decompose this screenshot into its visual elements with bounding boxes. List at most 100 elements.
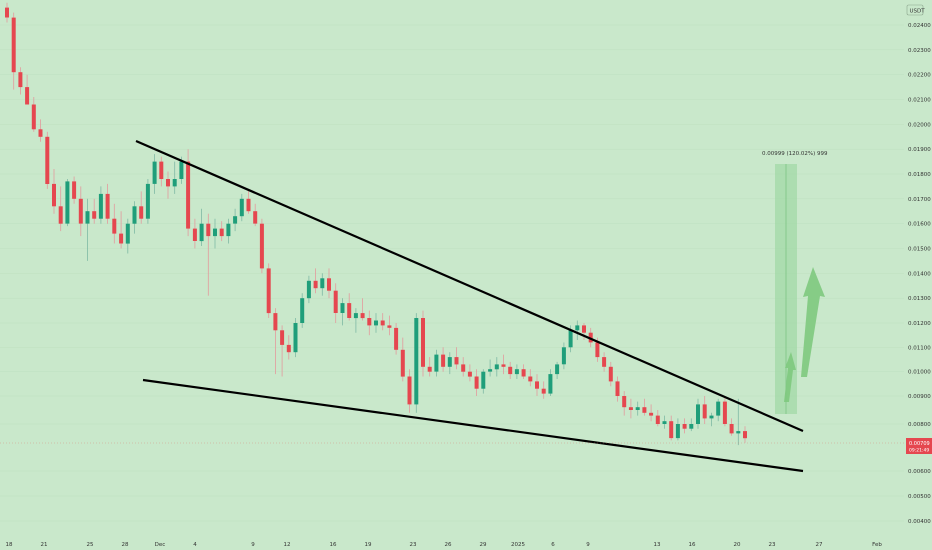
candle: [367, 310, 372, 336]
current-price-value: 0.00709: [909, 441, 930, 447]
candle: [407, 369, 412, 413]
y-tick-label: 0.01900: [908, 147, 931, 153]
candle-body: [219, 228, 224, 237]
candle: [447, 352, 452, 375]
x-tick-label: Feb: [872, 542, 882, 548]
y-tick-label: 0.02000: [908, 122, 931, 128]
candle-body: [31, 104, 36, 130]
current-price-tag: 0.00709 09:21:49: [906, 438, 932, 454]
y-tick-label: 0.00500: [908, 494, 931, 500]
arrows: [784, 267, 825, 402]
candle-body: [105, 193, 110, 219]
candle-body: [421, 318, 425, 367]
candle: [112, 203, 117, 244]
candle-body: [575, 325, 580, 331]
candle-body: [582, 325, 586, 333]
candle: [38, 119, 43, 142]
candle-body: [172, 179, 177, 187]
candle-body: [25, 87, 30, 105]
candle: [682, 418, 687, 434]
x-tick-label: 29: [480, 542, 487, 548]
candle-body: [722, 401, 727, 424]
candle-body: [179, 161, 184, 179]
candle: [286, 335, 291, 360]
currency-badge-box: [906, 4, 924, 16]
candle: [239, 193, 244, 222]
candle-body: [441, 354, 446, 367]
measure-tool: 0.00999 (120.02%) 999: [762, 151, 828, 414]
candle-body: [669, 421, 674, 439]
candle: [649, 404, 654, 422]
y-tick-label: 0.00600: [908, 469, 931, 475]
candle: [481, 369, 486, 394]
candle: [374, 313, 378, 333]
candle: [461, 357, 466, 377]
candle: [628, 398, 633, 419]
x-tick-label: 19: [365, 542, 372, 548]
candle: [729, 418, 734, 436]
x-tick-label: 16: [689, 542, 696, 548]
candle: [105, 183, 110, 224]
x-tick-label: 26: [445, 542, 452, 548]
candle-body: [374, 320, 378, 326]
candles: [5, 2, 747, 446]
candle: [561, 342, 566, 370]
candle-body: [655, 415, 660, 424]
candle-body: [259, 223, 264, 269]
candle-body: [206, 223, 211, 237]
candle: [689, 418, 694, 432]
candle: [58, 186, 63, 232]
candle-body: [333, 290, 338, 313]
candle-body: [119, 233, 124, 244]
candle-body: [400, 349, 405, 377]
candle-body: [112, 218, 117, 234]
candle-body: [387, 325, 392, 328]
y-tick-label: 0.02100: [908, 98, 931, 104]
candle: [313, 268, 318, 294]
candle: [655, 410, 660, 427]
candle-body: [199, 223, 204, 242]
candle-body: [541, 388, 546, 394]
y-tick-label: 0.01400: [908, 271, 931, 277]
candle: [333, 283, 338, 323]
candle-body: [414, 318, 419, 405]
candle: [635, 401, 640, 416]
candle-body: [360, 313, 365, 319]
small-up-arrow-icon: [784, 352, 796, 402]
candle: [52, 169, 56, 214]
candle: [353, 308, 358, 333]
candle-body: [300, 298, 305, 323]
candle-body: [514, 369, 519, 375]
candle: [259, 218, 264, 274]
candle-body: [38, 129, 43, 137]
candle-body: [407, 376, 412, 405]
candle-body: [78, 198, 83, 224]
y-tick-label: 0.01000: [908, 370, 931, 376]
candle-body: [293, 323, 298, 353]
y-axis: 0.02400 0.02300 0.02200 0.02100 0.02000 0.019…: [908, 23, 931, 525]
candle-body: [239, 198, 244, 217]
candle: [736, 398, 741, 446]
candle-body: [353, 313, 358, 319]
candle-body: [454, 357, 459, 365]
candle-body: [709, 415, 714, 419]
candle-body: [622, 396, 627, 408]
candle-body: [159, 161, 164, 179]
candle-body: [696, 404, 700, 424]
candle: [494, 357, 499, 377]
candle: [5, 2, 9, 23]
candle-body: [233, 216, 238, 224]
candle-body: [226, 223, 231, 237]
candle-body: [608, 366, 613, 382]
candle: [246, 188, 251, 214]
candle: [320, 273, 325, 296]
candle-body: [427, 366, 432, 372]
x-axis: 18 21 25 28 Dec 4 9 12 16 19 23 26 29 2025 6 9 13 16 20 23 2…: [6, 542, 883, 548]
candle: [514, 364, 519, 379]
candle: [233, 208, 238, 232]
candle-body: [642, 407, 647, 413]
x-tick-label: 20: [734, 542, 741, 548]
y-tick-label: 0.02200: [908, 73, 931, 79]
candle-body: [595, 342, 600, 358]
candle-body: [98, 193, 103, 219]
